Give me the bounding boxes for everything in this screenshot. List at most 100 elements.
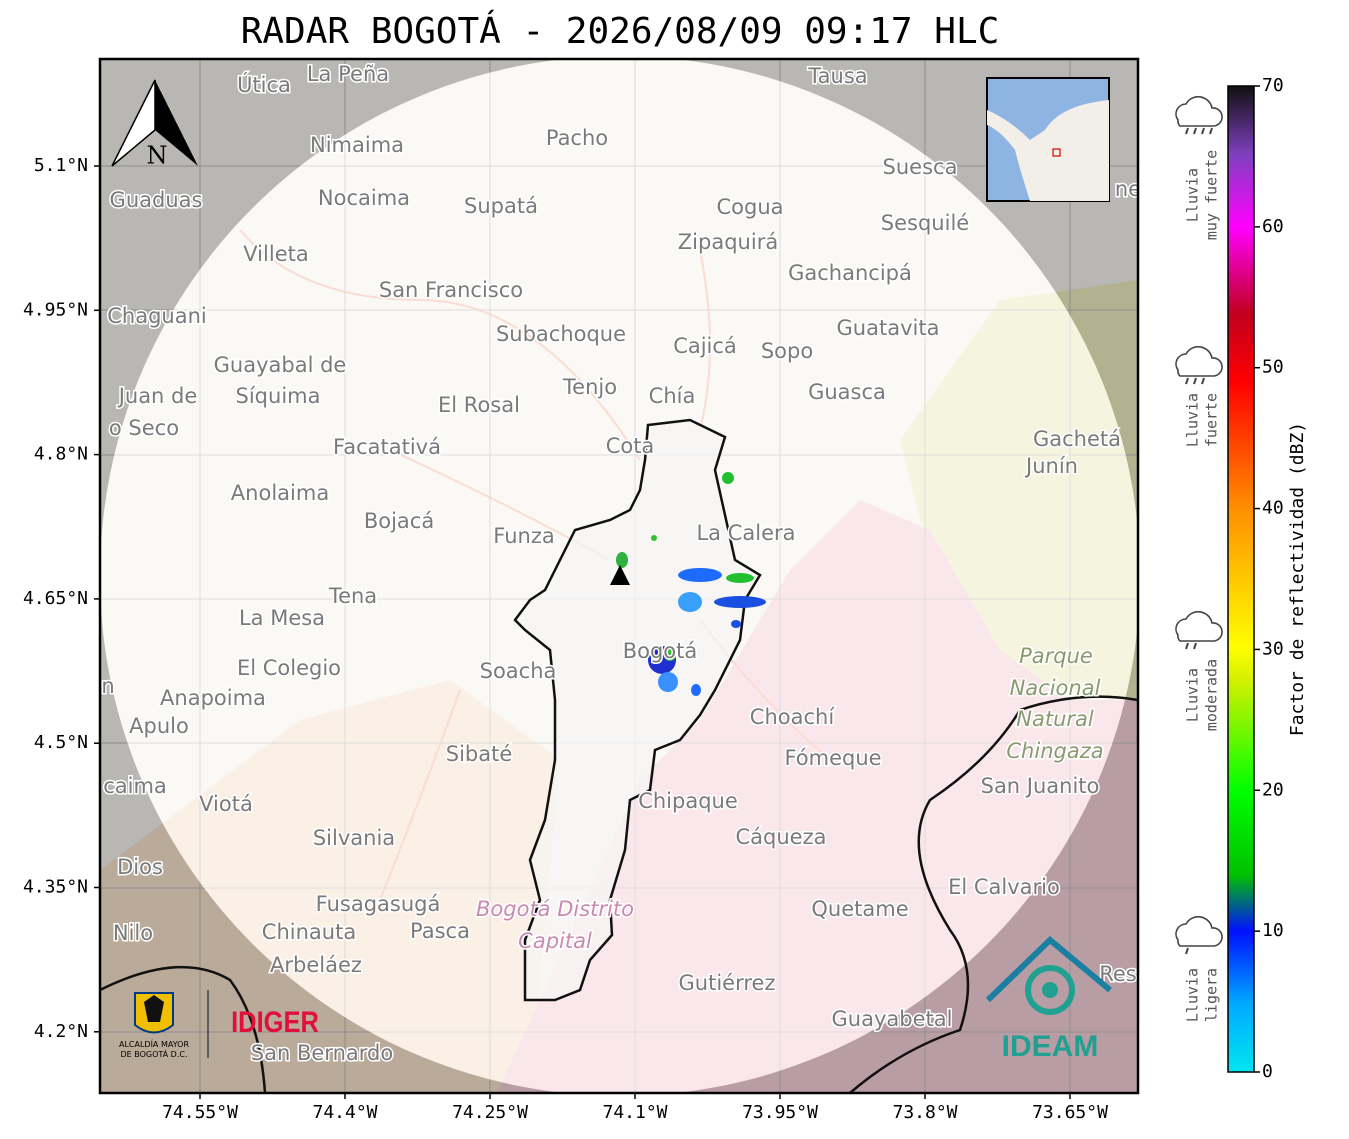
colorbar-tick-label: 70 [1262,75,1284,96]
place-label: Apulo [129,714,189,738]
place-label: Fusagasugá [316,892,441,916]
place-label: Nocaima [318,186,410,210]
place-label: Guatavita [837,316,940,340]
map: La Peña Útica Tausa Pacho Nimaima Guaduas Noca… [100,59,1141,1093]
place-label: n [101,674,114,698]
rain-drop [1185,127,1189,135]
place-label: El Colegio [237,656,341,680]
lon-tick-label: 74.55°W [162,1102,238,1123]
north-arrow: N [111,79,198,170]
place-label: Nilo [113,921,153,945]
place-label: Gutiérrez [679,971,776,995]
colorbar-tick-label: 20 [1262,779,1284,800]
rain-label: Lluvia [1184,168,1202,222]
colorbar [1227,85,1255,1073]
place-label: Bojacá [364,509,434,533]
place-label: Sopo [761,339,813,363]
place-label: Cogua [716,195,783,219]
logo-text: ALCALDÍA MAYOR [119,1038,189,1049]
place-label: San Juanito [981,774,1100,798]
lon-tick-label: 73.8°W [892,1102,957,1123]
colorbar-label: Factor de reflectividad (dBZ) [1287,422,1308,736]
place-label: Gachetá [1033,427,1121,451]
logo-text: IDEAM [1002,1030,1099,1063]
colorbar-tick-label: 40 [1262,498,1284,519]
place-label: Cota [606,434,655,458]
colorbar-tick-label: 30 [1262,638,1284,659]
place-label: Chaguani [107,304,207,328]
place-label: El Rosal [438,393,520,417]
logo-alcaldia: ALCALDÍA MAYOR DE BOGOTÁ D.C. IDIGER [119,990,319,1059]
place-label: Tena [328,584,377,608]
place-label: San Francisco [379,278,523,302]
place-label: Anapoima [160,686,266,710]
place-label: Pasca [410,919,470,943]
lon-tick-label: 73.65°W [1032,1102,1108,1123]
place-label: Arbeláez [270,953,362,977]
colorbar-tick-label: 10 [1262,920,1284,941]
place-label: Villeta [243,242,308,266]
place-label: Cajicá [673,334,737,358]
place-label: Dios [117,855,163,879]
place-label: Tenjo [562,375,617,399]
place-label: San Bernardo [251,1041,393,1065]
place-label: Junín [1024,454,1078,478]
map-frame [98,57,1140,1095]
district-label: Bogotá Distrito [476,897,634,921]
dept-boundary [100,965,267,1093]
rain-drop [1193,377,1197,385]
dept-boundary [849,695,1138,1093]
rain-label: moderada [1203,659,1221,731]
rain-label: ligera [1203,968,1221,1022]
rain-drop [1185,947,1189,955]
place-label: Sesquilé [881,211,969,235]
place-label: Viotá [199,792,253,816]
place-label: Chipaque [638,789,738,813]
place-label: La Calera [696,521,795,545]
place-label: Suesca [883,155,958,179]
radar-echoes [616,472,766,696]
lat-tick-label: 4.2°N [34,1021,88,1042]
place-label: Silvania [313,826,395,850]
place-label: Guayabetal [832,1007,953,1031]
place-label: Tausa [807,64,867,88]
lon-tick-label: 74.4°W [312,1102,377,1123]
logo-text: IDIGER [231,1005,319,1038]
rain-icon [1175,610,1223,642]
place-label: Facatativá [333,435,441,459]
rain-drop [1193,127,1197,135]
park-label: Parque [1019,644,1093,668]
colorbar-tick-label: 60 [1262,216,1284,237]
place-label: Chinauta [262,920,356,944]
lat-tick-label: 4.8°N [34,444,88,465]
place-label: o Seco [109,416,179,440]
place-label: Zipaquirá [678,230,778,254]
place-label: Guaduas [110,188,203,212]
place-label: Soacha [480,659,557,683]
rain-label: Lluvia [1184,968,1202,1022]
place-label: Chía [649,384,696,408]
place-label: La Peña [307,62,389,86]
colorbar-tick-label: 50 [1262,357,1284,378]
rain-drop [1185,377,1189,385]
lat-tick-label: 4.5°N [34,732,88,753]
place-label: Choachí [750,705,836,729]
place-label: Fómeque [784,746,881,770]
rain-icon [1175,345,1223,377]
colorbar-tick-label: 0 [1262,1061,1273,1082]
place-label: Bogotá [623,639,698,663]
rain-label: Lluvia [1184,668,1202,722]
place-label: ne [1115,177,1141,201]
axes: 5.1°N 4.95°N 4.8°N 4.65°N 4.5°N 4.35°N 4.2°N 74… [23,155,1108,1123]
place-label: Cáqueza [736,825,827,849]
rain-label: Lluvia [1184,393,1202,447]
place-label: Síquima [236,384,321,408]
radar-site [610,565,630,585]
place-label: Supatá [464,194,538,218]
lon-tick-label: 73.95°W [742,1102,818,1123]
inset-map [986,77,1110,202]
park-label: Natural [1016,707,1094,731]
park-label: Nacional [1010,676,1101,700]
place-label: Nimaima [310,133,404,157]
